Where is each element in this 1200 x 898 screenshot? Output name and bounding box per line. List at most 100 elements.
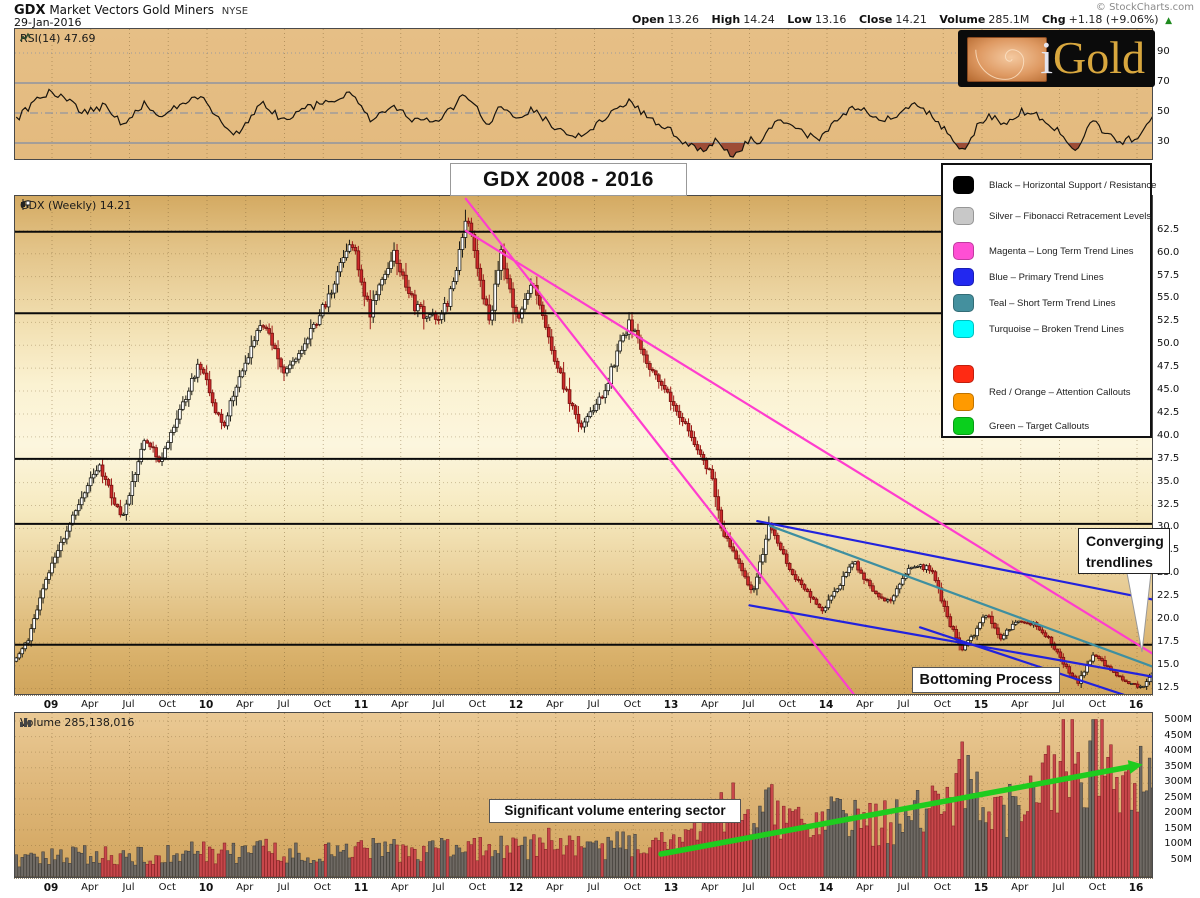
x-axis-label: 14 xyxy=(818,699,834,711)
chart-header: GDX Market Vectors Gold Miners NYSE xyxy=(14,3,248,18)
legend-swatch xyxy=(953,294,974,312)
x-axis-label: 12 xyxy=(508,699,524,711)
x-axis-label: Oct xyxy=(623,882,641,893)
legend-label: Silver – Fibonacci Retracement Levels xyxy=(989,211,1152,222)
axis-tick-label: 500M xyxy=(1164,714,1192,726)
x-axis-label: Oct xyxy=(933,699,951,710)
x-axis-label: Oct xyxy=(468,699,486,710)
axis-tick-label: 55.0 xyxy=(1157,292,1180,304)
axis-tick-label: 62.5 xyxy=(1157,223,1180,235)
axis-tick-label: 90 xyxy=(1157,46,1170,57)
x-axis-label: Oct xyxy=(1088,882,1106,893)
axis-tick-label: 50M xyxy=(1170,854,1192,866)
legend-swatch xyxy=(953,242,974,260)
legend-swatch xyxy=(953,176,974,194)
x-axis-label: Apr xyxy=(391,882,409,893)
x-axis-label: Jul xyxy=(122,882,135,893)
x-axis-label: Jul xyxy=(1052,882,1065,893)
x-axis-label: Apr xyxy=(1011,699,1029,710)
ohlc-readout: Open 13.26 High 14.24 Low 13.16 Close 14.21 … xyxy=(623,13,1172,26)
rsi-plot xyxy=(15,29,1152,159)
x-axis-label: Oct xyxy=(468,882,486,893)
legend-swatch xyxy=(953,393,974,411)
volume-panel-label: Volume 285,138,016 xyxy=(20,716,135,729)
rsi-panel-label: RSI(14) 47.69 xyxy=(20,32,96,45)
igold-logo: iGold xyxy=(958,30,1155,87)
x-axis-label: 09 xyxy=(43,699,59,711)
x-axis-label: Jul xyxy=(587,882,600,893)
x-axis-label: 15 xyxy=(973,882,989,894)
axis-tick-label: 400M xyxy=(1164,745,1192,757)
x-axis-label: Oct xyxy=(1088,699,1106,710)
axis-tick-label: 50.0 xyxy=(1157,338,1180,350)
copyright: © StockCharts.com xyxy=(1095,2,1194,13)
x-axis-label: Apr xyxy=(81,882,99,893)
legend-swatch xyxy=(953,320,974,338)
x-axis-label: Apr xyxy=(546,699,564,710)
volume-bars-icon xyxy=(20,718,31,727)
x-axis-label: Apr xyxy=(1011,882,1029,893)
converging-trendlines-callout: Converging trendlines xyxy=(1078,528,1170,574)
x-axis-label: Jul xyxy=(277,882,290,893)
x-axis-label: Apr xyxy=(236,699,254,710)
legend-label: Red / Orange – Attention Callouts xyxy=(989,387,1131,398)
x-axis-label: 10 xyxy=(198,882,214,894)
rsi-indicator-icon xyxy=(20,32,31,42)
security-name: Market Vectors Gold Miners xyxy=(49,3,214,17)
x-axis-label: Jul xyxy=(1052,699,1065,710)
x-axis-label: 09 xyxy=(43,882,59,894)
x-axis-label: Oct xyxy=(778,699,796,710)
axis-tick-label: 35.0 xyxy=(1157,475,1180,487)
x-axis-label: Jul xyxy=(432,882,445,893)
axis-tick-label: 30.0 xyxy=(1157,521,1180,533)
axis-tick-label: 70 xyxy=(1157,76,1170,87)
open-value: 13.26 xyxy=(667,13,700,26)
x-axis-label: 13 xyxy=(663,882,679,894)
x-axis-label: 10 xyxy=(198,699,214,711)
axis-tick-label: 17.5 xyxy=(1157,635,1180,647)
x-axis-label: Oct xyxy=(623,699,641,710)
x-axis-label: Jul xyxy=(897,882,910,893)
axis-tick-label: 32.5 xyxy=(1157,498,1180,510)
ticker-symbol: GDX xyxy=(14,3,46,18)
axis-tick-label: 60.0 xyxy=(1157,246,1180,258)
legend-swatch xyxy=(953,417,974,435)
x-axis-label: 11 xyxy=(353,699,369,711)
chart-title-annotation: GDX 2008 - 2016 xyxy=(450,163,687,196)
legend-box: Black – Horizontal Support / Resistance S… xyxy=(941,163,1156,438)
x-axis-label: Jul xyxy=(587,699,600,710)
x-axis-label: Oct xyxy=(158,699,176,710)
x-axis-label: 15 xyxy=(973,699,989,711)
legend-label: Black – Horizontal Support / Resistance xyxy=(989,180,1157,191)
low-label: Low xyxy=(787,13,812,26)
x-axis-label: Apr xyxy=(81,699,99,710)
rsi-panel: RSI(14) 47.69 xyxy=(14,28,1153,160)
x-axis-label: Oct xyxy=(158,882,176,893)
axis-tick-label: 200M xyxy=(1164,807,1192,819)
fibonacci-spiral-icon xyxy=(967,37,1047,82)
bottoming-process-callout: Bottoming Process xyxy=(912,667,1060,693)
x-axis-label: 13 xyxy=(663,699,679,711)
legend-swatch xyxy=(953,268,974,286)
close-value: 14.21 xyxy=(895,13,927,26)
x-axis-label: 12 xyxy=(508,882,524,894)
x-axis-label: Jul xyxy=(432,699,445,710)
axis-tick-label: 20.0 xyxy=(1157,612,1180,624)
chg-label: Chg xyxy=(1041,13,1066,26)
candlestick-icon xyxy=(21,199,31,210)
volume-plot xyxy=(15,713,1152,877)
x-axis-label: Oct xyxy=(933,882,951,893)
axis-tick-label: 150M xyxy=(1164,822,1192,834)
x-axis-label: Oct xyxy=(778,882,796,893)
x-axis-label: Apr xyxy=(236,882,254,893)
axis-tick-label: 15.0 xyxy=(1157,658,1180,670)
x-axis-label: Jul xyxy=(742,882,755,893)
up-triangle-icon: ▲ xyxy=(1165,16,1172,26)
legend-label: Blue – Primary Trend Lines xyxy=(989,272,1104,283)
x-axis-label: 16 xyxy=(1128,699,1144,711)
axis-tick-label: 30 xyxy=(1157,136,1170,147)
chg-value: +1.18 (+9.06%) xyxy=(1068,13,1159,26)
price-panel-label: GDX (Weekly) 14.21 xyxy=(20,199,132,212)
x-axis-label: Jul xyxy=(897,699,910,710)
